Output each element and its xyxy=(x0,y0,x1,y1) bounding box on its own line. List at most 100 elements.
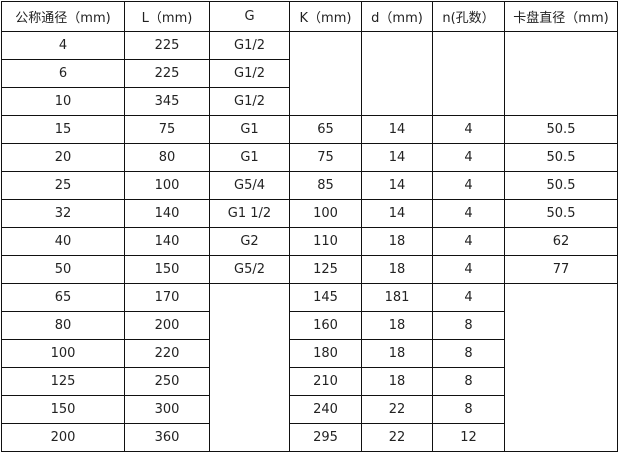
table-cell: 50.5 xyxy=(504,171,618,200)
table-cell: 145 xyxy=(289,283,362,312)
table-cell: 200 xyxy=(124,311,210,340)
table-row: 150 300 240 22 8 xyxy=(1,395,618,424)
table-cell: 50.5 xyxy=(504,115,618,144)
table-row: 65 170 145 181 4 xyxy=(1,283,618,452)
table-cell: 14 xyxy=(361,171,433,200)
column-header: d（mm) xyxy=(361,1,433,32)
table-row: 20 80 G1 75 14 4 50.5 xyxy=(1,143,618,172)
table-cell: G1 xyxy=(209,115,290,144)
table-cell: 8 xyxy=(432,311,505,340)
merged-empty-cell xyxy=(361,31,433,116)
table-cell: 220 xyxy=(124,339,210,368)
merged-empty-cell xyxy=(504,283,618,452)
table-cell: 125 xyxy=(1,367,125,396)
table-cell: 75 xyxy=(124,115,210,144)
table-row: 32 140 G1 1/2 100 14 4 50.5 xyxy=(1,199,618,228)
table-cell: 15 xyxy=(1,115,125,144)
table-row: 40 140 G2 110 18 4 62 xyxy=(1,227,618,256)
table-cell: 14 xyxy=(361,143,433,172)
table-cell: 14 xyxy=(361,199,433,228)
table-row: 50 150 G5/2 125 18 4 77 xyxy=(1,255,618,284)
table-cell: 100 xyxy=(289,199,362,228)
table-cell: 18 xyxy=(361,255,433,284)
table-cell: 40 xyxy=(1,227,125,256)
table-cell: 18 xyxy=(361,227,433,256)
table-cell: G1/2 xyxy=(209,87,290,116)
table-cell: 210 xyxy=(289,367,362,396)
column-header: K（mm) xyxy=(289,1,362,32)
table-cell: 100 xyxy=(124,171,210,200)
table-cell: 6 xyxy=(1,59,125,88)
table-row: 80 200 160 18 8 xyxy=(1,311,618,340)
table-cell: 85 xyxy=(289,171,362,200)
table-cell: 110 xyxy=(289,227,362,256)
table-cell: 8 xyxy=(432,339,505,368)
merged-empty-cell xyxy=(504,31,618,116)
table-cell: 100 xyxy=(1,339,125,368)
table-cell: 140 xyxy=(124,199,210,228)
table-cell: G1/2 xyxy=(209,59,290,88)
table-cell: 8 xyxy=(432,367,505,396)
merged-empty-cell xyxy=(289,31,362,116)
header-row: 公称通径（mm) L（mm) G K（mm) d（mm) n(孔数） 卡盘直径（mm) xyxy=(1,1,618,32)
table-cell: 20 xyxy=(1,143,125,172)
table-cell: G1 xyxy=(209,143,290,172)
merged-empty-cell xyxy=(209,283,290,452)
column-header: 卡盘直径（mm) xyxy=(504,1,618,32)
table-cell: 77 xyxy=(504,255,618,284)
table-cell: 181 xyxy=(361,283,433,312)
table-cell: G5/4 xyxy=(209,171,290,200)
table-cell: 65 xyxy=(289,115,362,144)
table-cell: 22 xyxy=(361,423,433,452)
table-cell: G5/2 xyxy=(209,255,290,284)
table-cell: 360 xyxy=(124,423,210,452)
table-cell: G2 xyxy=(209,227,290,256)
table-cell: 12 xyxy=(432,423,505,452)
table-cell: 4 xyxy=(432,255,505,284)
column-header: 公称通径（mm) xyxy=(1,1,125,32)
table-cell: 4 xyxy=(432,283,505,312)
table-cell: 240 xyxy=(289,395,362,424)
table-cell: 80 xyxy=(1,311,125,340)
column-header: G xyxy=(209,1,290,32)
table-cell: 25 xyxy=(1,171,125,200)
table-cell: 295 xyxy=(289,423,362,452)
table-cell: G1 1/2 xyxy=(209,199,290,228)
table-cell: 225 xyxy=(124,59,210,88)
table-cell: 140 xyxy=(124,227,210,256)
table-cell: 150 xyxy=(124,255,210,284)
table-cell: 170 xyxy=(124,283,210,312)
table-cell: 75 xyxy=(289,143,362,172)
table-row: 25 100 G5/4 85 14 4 50.5 xyxy=(1,171,618,200)
table-cell: 80 xyxy=(124,143,210,172)
table-row: 4 225 G1/2 xyxy=(1,31,618,116)
table-cell: 62 xyxy=(504,227,618,256)
table-cell: 10 xyxy=(1,87,125,116)
table-cell: 200 xyxy=(1,423,125,452)
table-cell: 18 xyxy=(361,339,433,368)
table-cell: 180 xyxy=(289,339,362,368)
table-cell: 8 xyxy=(432,395,505,424)
table-cell: 4 xyxy=(432,227,505,256)
table-cell: 160 xyxy=(289,311,362,340)
table-cell: 4 xyxy=(432,115,505,144)
merged-empty-cell xyxy=(432,31,505,116)
table-cell: 4 xyxy=(1,31,125,60)
column-header: n(孔数） xyxy=(432,1,505,32)
table-cell: 50.5 xyxy=(504,143,618,172)
table-cell: 14 xyxy=(361,115,433,144)
table-cell: 4 xyxy=(432,199,505,228)
table-cell: 18 xyxy=(361,311,433,340)
table-row: 15 75 G1 65 14 4 50.5 xyxy=(1,115,618,144)
table-cell: 4 xyxy=(432,143,505,172)
table-cell: 125 xyxy=(289,255,362,284)
table-row: 125 250 210 18 8 xyxy=(1,367,618,396)
column-header: L（mm) xyxy=(124,1,210,32)
table-cell: 150 xyxy=(1,395,125,424)
table-row: 6 225 G1/2 xyxy=(1,59,618,88)
table-cell: 225 xyxy=(124,31,210,60)
table-cell: 18 xyxy=(361,367,433,396)
table-cell: 32 xyxy=(1,199,125,228)
table-cell: G1/2 xyxy=(209,31,290,60)
